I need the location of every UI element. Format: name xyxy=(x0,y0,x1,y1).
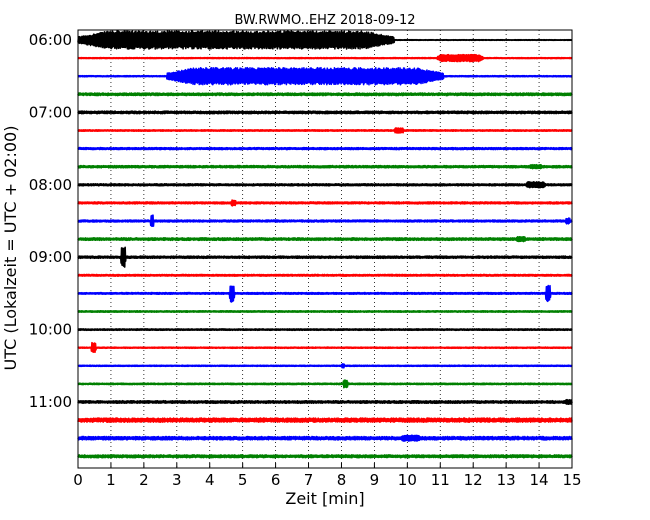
seismic-trace xyxy=(77,284,573,303)
x-tick-label: 1 xyxy=(106,471,116,489)
seismic-trace xyxy=(77,66,573,86)
x-tick-label: 15 xyxy=(562,471,581,489)
x-tick-label: 6 xyxy=(271,471,281,489)
seismic-trace xyxy=(77,341,573,354)
plot-frame xyxy=(77,29,573,469)
seismic-trace xyxy=(77,181,573,189)
y-tick-label: 08:00 xyxy=(29,176,72,194)
y-axis-label: UTC (Lokalzeit = UTC + 02:00) xyxy=(1,126,20,371)
seismic-trace xyxy=(77,146,573,151)
x-tick-label: 14 xyxy=(530,471,549,489)
y-tick-label: 06:00 xyxy=(29,31,72,49)
y-tick-label: 07:00 xyxy=(29,103,72,121)
x-tick-label: 0 xyxy=(73,471,83,489)
y-tick-label: 10:00 xyxy=(29,321,72,339)
x-tick-label: 11 xyxy=(431,471,450,489)
seismic-trace xyxy=(77,398,573,406)
seismic-trace xyxy=(77,363,573,369)
seismic-trace xyxy=(77,214,573,227)
x-axis-ticks: 0 1 2 3 4 5 6 7 8 9 10 11 12 13 14 15 xyxy=(73,463,582,489)
seismic-trace xyxy=(77,53,573,63)
seismic-trace xyxy=(77,379,573,389)
x-tick-label: 8 xyxy=(337,471,347,489)
x-tick-label: 7 xyxy=(304,471,314,489)
seismic-trace xyxy=(77,127,573,134)
chart-title: BW.RWMO..EHZ 2018-09-12 xyxy=(234,13,415,28)
seismic-trace xyxy=(77,246,573,268)
seismic-trace xyxy=(77,110,573,115)
x-tick-label: 9 xyxy=(370,471,380,489)
x-tick-label: 5 xyxy=(238,471,248,489)
seismic-trace xyxy=(77,199,573,207)
seismic-trace xyxy=(77,163,573,170)
seismic-trace xyxy=(77,30,573,50)
x-tick-label: 12 xyxy=(464,471,483,489)
x-tick-label: 10 xyxy=(398,471,417,489)
seismic-trace xyxy=(77,454,573,459)
seismic-trace xyxy=(77,92,573,97)
y-tick-label: 09:00 xyxy=(29,248,72,266)
y-tick-label: 11:00 xyxy=(29,393,72,411)
seismic-trace xyxy=(77,434,573,442)
seismic-trace xyxy=(77,235,573,243)
x-axis-label: Zeit [min] xyxy=(285,489,364,508)
seismic-trace xyxy=(77,273,573,277)
seismic-traces xyxy=(77,30,573,459)
seismic-trace xyxy=(77,417,573,423)
seismic-trace xyxy=(77,328,573,332)
x-tick-label: 13 xyxy=(497,471,516,489)
x-tick-label: 2 xyxy=(139,471,149,489)
x-tick-label: 3 xyxy=(172,471,182,489)
y-axis-ticks: 06:00 07:00 08:00 09:00 10:00 11:00 xyxy=(29,31,83,411)
x-tick-label: 4 xyxy=(205,471,215,489)
seismic-trace xyxy=(77,310,573,313)
